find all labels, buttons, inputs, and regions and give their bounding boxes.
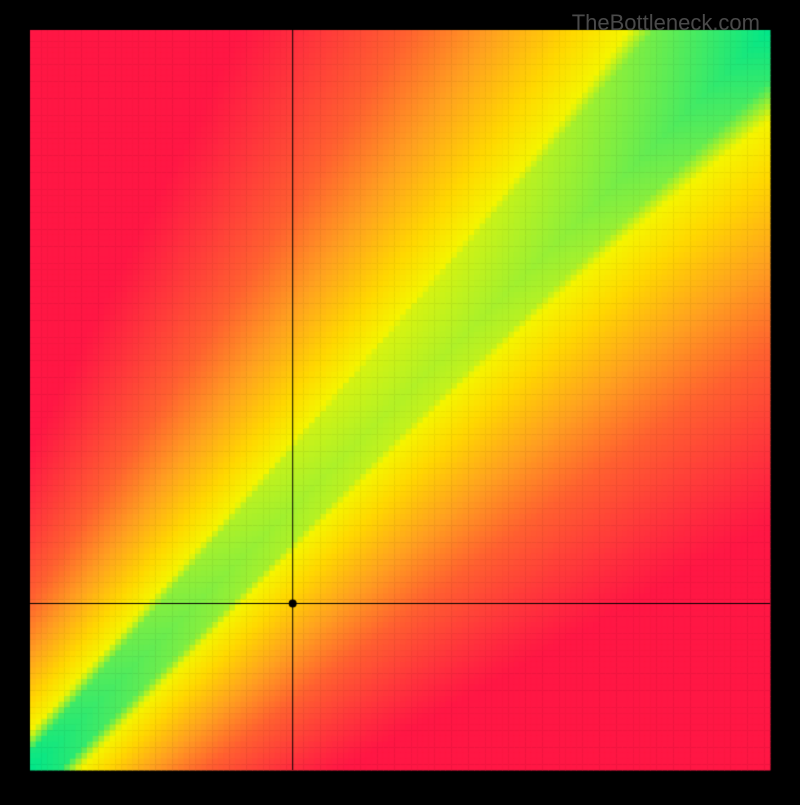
heatmap-canvas — [0, 0, 800, 800]
watermark-text: TheBottleneck.com — [572, 10, 760, 36]
bottleneck-chart — [0, 0, 800, 800]
